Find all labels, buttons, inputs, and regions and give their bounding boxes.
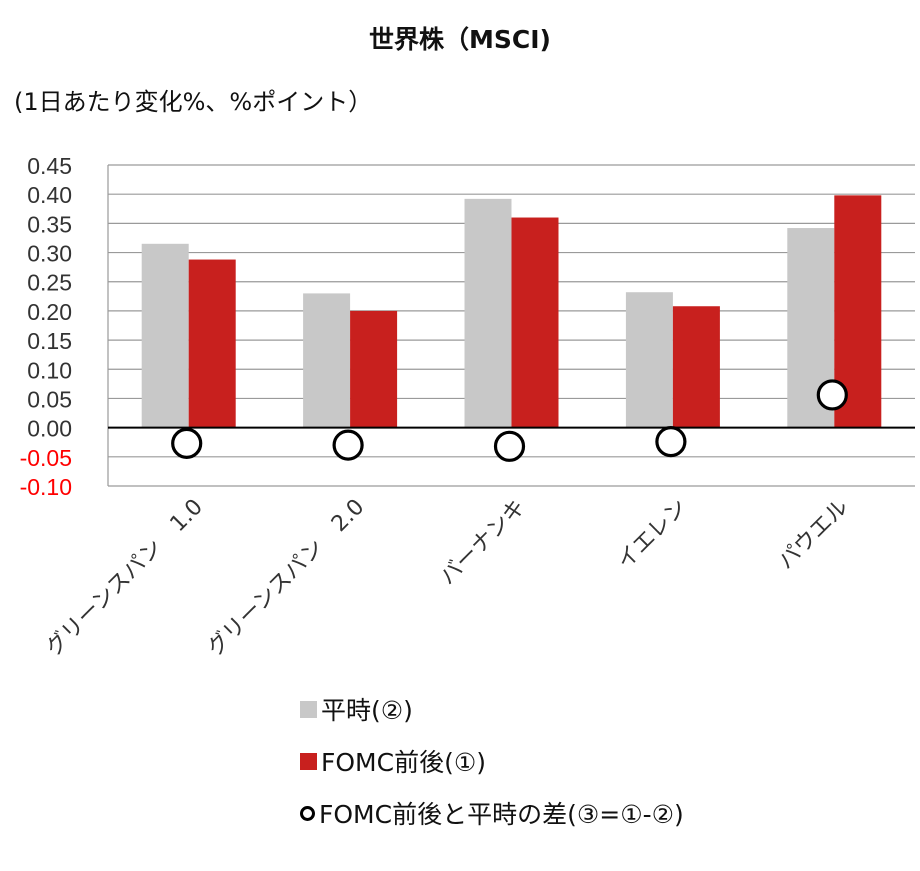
y-tick-label: -0.05 bbox=[20, 445, 72, 471]
legend-label-normal: 平時(②) bbox=[321, 696, 413, 725]
legend-item-normal: 平時(②) bbox=[300, 683, 684, 735]
chart-subtitle: (1日あたり変化%、%ポイント） bbox=[14, 88, 373, 116]
difference-marker bbox=[816, 379, 848, 411]
y-tick-label: 0.15 bbox=[27, 328, 72, 354]
x-tick-label: グリーンスパン 2.0 bbox=[203, 495, 370, 662]
difference-marker bbox=[655, 426, 687, 458]
difference-marker bbox=[171, 427, 203, 459]
bar-fomc bbox=[672, 306, 720, 428]
y-tick-label: 0.10 bbox=[27, 357, 72, 383]
legend-swatch-gray bbox=[300, 700, 317, 718]
legend-item-fomc: FOMC前後(①) bbox=[300, 735, 684, 787]
difference-markers bbox=[171, 379, 848, 462]
legend-label-fomc: FOMC前後(①) bbox=[321, 748, 487, 777]
legend-circle-icon bbox=[300, 805, 315, 821]
y-tick-label: 0.05 bbox=[27, 386, 72, 412]
legend: 平時(②) FOMC前後(①) FOMC前後と平時の差(③=①-②) bbox=[300, 683, 684, 839]
x-tick-label: イエレン bbox=[612, 495, 692, 575]
difference-marker bbox=[493, 430, 526, 462]
y-tick-label: 0.30 bbox=[27, 241, 72, 267]
bar-normal bbox=[141, 243, 189, 428]
difference-marker bbox=[332, 429, 364, 461]
y-axis-ticks: 0.45 0.40 0.35 0.30 0.25 0.20 0.15 0.10 0.05 0.00… bbox=[20, 153, 72, 500]
y-tick-label: 0.00 bbox=[27, 416, 72, 442]
bar-normal bbox=[464, 198, 512, 428]
x-tick-label: グリーンスパン 1.0 bbox=[41, 495, 208, 662]
bar-fomc bbox=[188, 259, 236, 428]
y-tick-label: 0.20 bbox=[27, 299, 72, 325]
bar-fomc bbox=[350, 310, 398, 428]
legend-swatch-red bbox=[300, 752, 317, 770]
y-tick-label: -0.10 bbox=[20, 474, 72, 500]
legend-label-difference: FOMC前後と平時の差(③=①-②) bbox=[319, 800, 684, 829]
y-tick-label: 0.40 bbox=[27, 182, 72, 208]
bar-normal bbox=[625, 292, 673, 428]
bar-normal bbox=[303, 293, 351, 428]
legend-item-difference: FOMC前後と平時の差(③=①-②) bbox=[300, 787, 684, 839]
x-tick-label: パウエル bbox=[774, 495, 854, 575]
chart-title: 世界株（MSCI) bbox=[369, 25, 551, 54]
bar-chart: 0.45 0.40 0.35 0.30 0.25 0.20 0.15 0.10 0.05 0.00… bbox=[20, 153, 915, 662]
y-tick-label: 0.45 bbox=[27, 153, 72, 179]
x-tick-label: バーナンキ bbox=[435, 495, 530, 590]
y-tick-label: 0.25 bbox=[27, 270, 72, 296]
y-tick-label: 0.35 bbox=[27, 211, 72, 237]
bar-fomc bbox=[511, 217, 559, 428]
